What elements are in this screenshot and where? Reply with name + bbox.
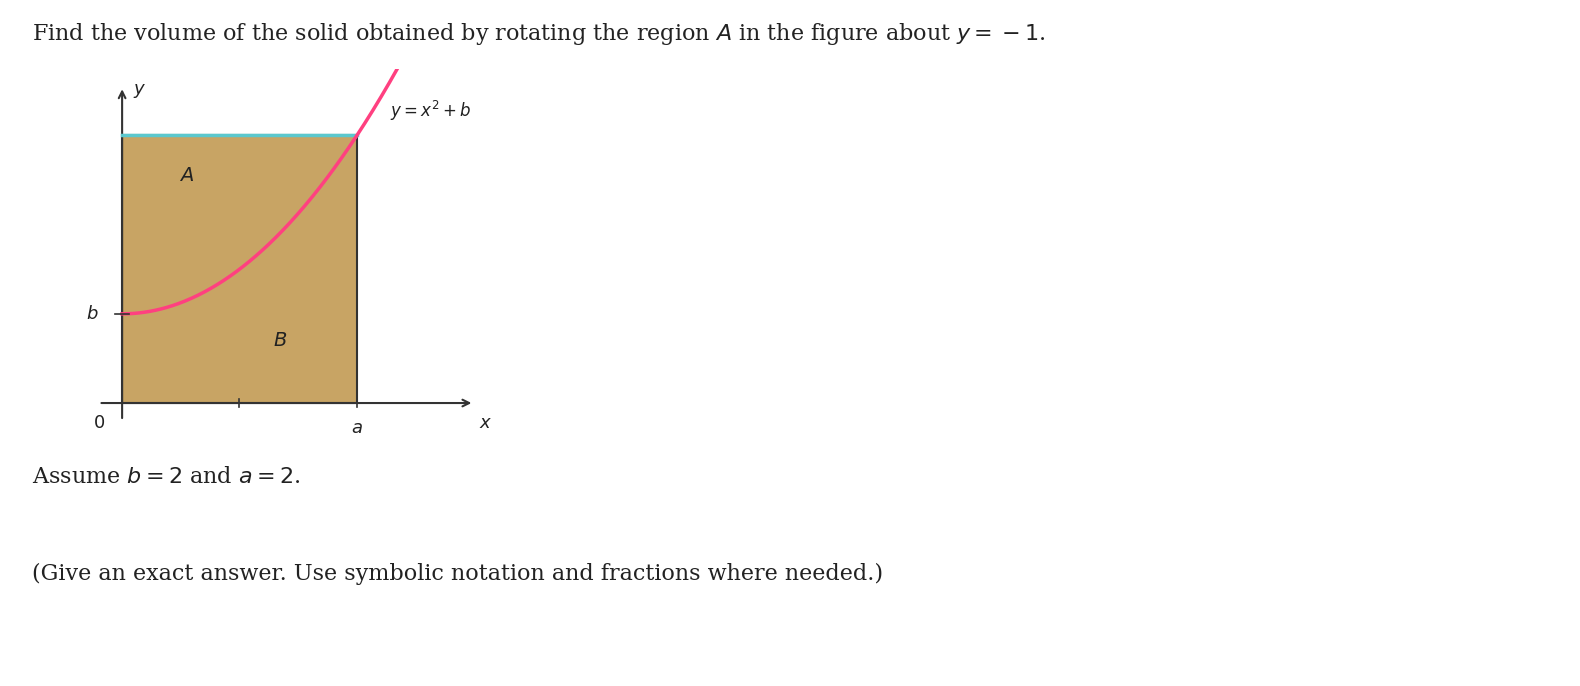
Text: $A$: $A$ (179, 167, 194, 185)
Text: $b$: $b$ (87, 305, 100, 323)
Text: (Give an exact answer. Use symbolic notation and fractions where needed.): (Give an exact answer. Use symbolic nota… (32, 563, 883, 584)
Text: $x$: $x$ (479, 414, 493, 432)
Text: $a$: $a$ (351, 418, 363, 436)
Text: $y=x^2+b$: $y=x^2+b$ (390, 99, 471, 123)
Bar (122, 136, 357, 403)
Text: Assume $b = 2$ and $a = 2$.: Assume $b = 2$ and $a = 2$. (32, 466, 300, 488)
Text: $y$: $y$ (133, 82, 147, 100)
Text: $B$: $B$ (273, 331, 288, 350)
Text: Find the volume of the solid obtained by rotating the region $A$ in the figure a: Find the volume of the solid obtained by… (32, 21, 1044, 47)
Text: $0$: $0$ (93, 414, 104, 432)
